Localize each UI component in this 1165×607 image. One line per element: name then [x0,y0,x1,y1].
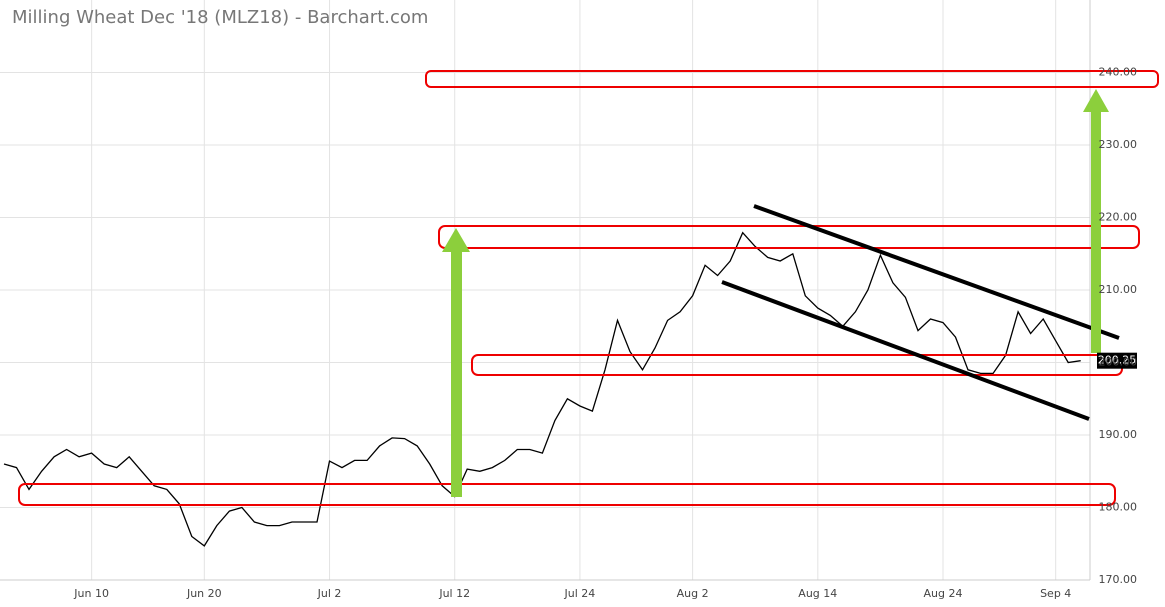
target-arrows [442,89,1109,497]
resistance-box [425,70,1159,88]
y-tick-label: 190.00 [1099,428,1138,441]
x-tick-label: Jul 2 [317,587,342,600]
tag-background [1097,352,1137,369]
price-line [3,231,1081,547]
x-tick-label: Aug 24 [924,587,963,600]
support-box [18,483,1116,506]
y-tick-label: 170.00 [1099,573,1138,586]
series [3,231,1081,547]
y-tick-label: 230.00 [1099,138,1138,151]
x-tick-label: Jun 10 [73,587,109,600]
last-price-label: 200.25 [1098,354,1137,367]
y-tick-label: 180.00 [1099,501,1138,514]
chart-title: Milling Wheat Dec '18 (MLZ18) - Barchart… [12,7,428,28]
arrow [1083,89,1109,353]
resistance-box [438,225,1140,249]
last-price-tag: 200.25 [1097,352,1137,369]
x-tick-label: Aug 2 [677,587,709,600]
y-tick-label: 200.00 [1099,356,1138,369]
y-tick-label: 210.00 [1099,283,1138,296]
x-tick-label: Aug 14 [798,587,837,600]
x-tick-label: Jul 24 [564,587,596,600]
trend-line [753,204,1120,340]
x-tick-label: Sep 4 [1040,587,1071,600]
x-tick-label: Jun 20 [186,587,222,600]
y-tick-label: 240.00 [1099,66,1138,79]
trend-line [721,280,1090,421]
y-tick-label: 220.00 [1099,211,1138,224]
x-tick-label: Jul 12 [438,587,470,600]
trend-channel [721,204,1120,421]
arrow [442,228,470,497]
